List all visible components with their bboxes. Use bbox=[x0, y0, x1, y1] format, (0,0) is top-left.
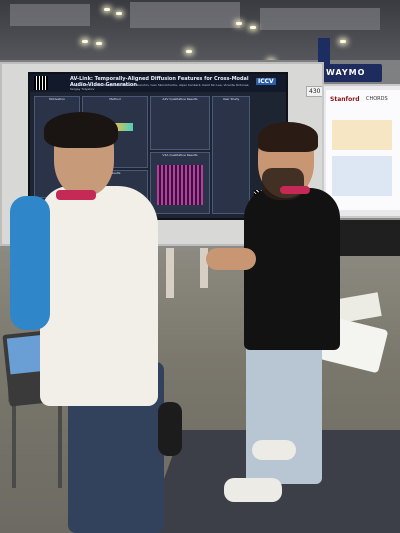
qr-code-icon bbox=[34, 76, 48, 90]
section-label: Method bbox=[109, 97, 121, 101]
ceiling-light bbox=[236, 22, 242, 25]
poster-section: A2V Qualitative Results bbox=[150, 96, 210, 150]
neighbor-poster-title: CHORDS bbox=[366, 96, 388, 102]
person-hair bbox=[44, 112, 118, 148]
person-white-shirt bbox=[40, 186, 158, 406]
background-person bbox=[336, 220, 400, 256]
section-label: User Study bbox=[222, 97, 240, 101]
poster-section: V2A Qualitative Results bbox=[150, 152, 210, 214]
person-black-shirt bbox=[244, 188, 340, 350]
section-label: A2V Qualitative Results bbox=[162, 97, 198, 101]
ceiling-light bbox=[82, 40, 88, 43]
ceiling-light bbox=[104, 8, 110, 11]
poster-title: AV-Link: Temporally-Aligned Diffusion Fe… bbox=[70, 76, 249, 88]
board-number: 430 bbox=[306, 86, 324, 97]
backpack bbox=[158, 402, 182, 456]
ceiling-panel bbox=[10, 4, 90, 26]
waymo-banner: WAYMO bbox=[310, 64, 382, 82]
lanyard bbox=[56, 190, 96, 200]
poster-section: User Study bbox=[212, 96, 250, 214]
background-person-leg bbox=[200, 248, 208, 288]
lanyard bbox=[280, 186, 310, 194]
conference-badge: ICCV bbox=[256, 78, 276, 85]
stanford-logo-text: Stanford bbox=[330, 96, 360, 103]
person-hair bbox=[258, 122, 318, 152]
poster-authors: Moayed Haji-Ali, Willi Menapace, Aliaksa… bbox=[70, 83, 250, 91]
section-label: Results bbox=[109, 171, 121, 175]
chair-leg bbox=[12, 402, 16, 488]
ceiling bbox=[0, 0, 400, 70]
ceiling-light bbox=[186, 50, 192, 53]
blue-jacket bbox=[10, 196, 50, 330]
poster-figure bbox=[332, 156, 392, 196]
poster-header: AV-Link: Temporally-Aligned Diffusion Fe… bbox=[30, 74, 286, 92]
ceiling-light bbox=[340, 40, 346, 43]
person-jeans bbox=[246, 334, 322, 484]
background-person-leg bbox=[166, 248, 174, 298]
ceiling-panel bbox=[260, 8, 380, 30]
ceiling-light bbox=[116, 12, 122, 15]
poster-figure bbox=[332, 120, 392, 150]
person-arm bbox=[206, 248, 256, 270]
spectrogram-image bbox=[157, 165, 203, 205]
chair-leg bbox=[58, 402, 62, 488]
sneaker bbox=[224, 478, 282, 502]
neighbor-poster: Stanford CHORDS bbox=[326, 90, 400, 210]
ceiling-light bbox=[96, 42, 102, 45]
sneaker bbox=[252, 440, 296, 460]
waymo-logo-text: WAYMO bbox=[326, 68, 366, 77]
ceiling-panel bbox=[130, 2, 240, 28]
section-label: V2A Qualitative Results bbox=[162, 153, 198, 157]
beard bbox=[262, 168, 304, 200]
section-label: Motivation bbox=[49, 97, 65, 101]
ceiling-light bbox=[250, 26, 256, 29]
